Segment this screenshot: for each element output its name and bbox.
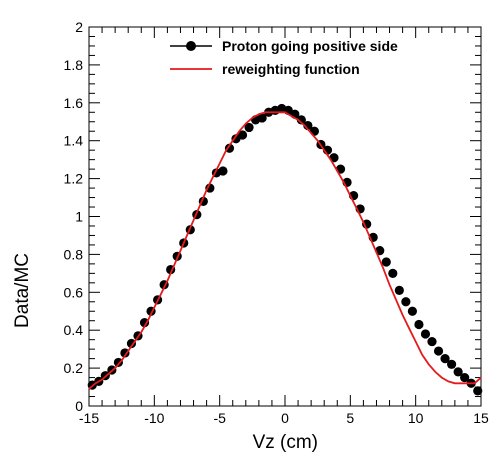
x-tick-label: 15 bbox=[473, 410, 489, 426]
data-point bbox=[205, 183, 215, 193]
data-point bbox=[218, 166, 228, 176]
data-point bbox=[473, 386, 483, 396]
x-tick-labels: -15 -10 -5 0 5 10 15 bbox=[79, 410, 489, 426]
data-point bbox=[126, 338, 137, 349]
data-point bbox=[420, 329, 431, 339]
y-tick-label: 1.2 bbox=[64, 171, 84, 187]
y-tick-label: 2 bbox=[75, 19, 83, 35]
axis-ticks bbox=[88, 26, 482, 407]
data-point bbox=[433, 346, 444, 356]
x-tick-label: 5 bbox=[346, 410, 354, 426]
data-point bbox=[440, 354, 450, 364]
x-tick-label: -5 bbox=[213, 410, 226, 426]
data-point bbox=[453, 367, 463, 377]
y-tick-label: 1.6 bbox=[64, 95, 84, 111]
data-point bbox=[113, 357, 123, 368]
y-tick-label: 1 bbox=[75, 209, 83, 225]
x-axis-label: Vz (cm) bbox=[253, 432, 318, 453]
data-point bbox=[407, 306, 417, 316]
y-tick-label: 0.8 bbox=[64, 246, 84, 262]
data-point bbox=[296, 115, 306, 125]
data-point bbox=[120, 348, 130, 358]
y-tick-label: 0.6 bbox=[64, 284, 84, 300]
data-point bbox=[257, 113, 267, 123]
data-point bbox=[388, 268, 398, 278]
data-point bbox=[414, 319, 424, 330]
data-point bbox=[237, 130, 248, 140]
data-point bbox=[139, 318, 150, 328]
data-point bbox=[381, 257, 391, 267]
x-tick-label: 0 bbox=[281, 410, 289, 426]
data-point bbox=[224, 143, 235, 153]
y-tick-label: 0.4 bbox=[64, 322, 84, 338]
series-layer bbox=[87, 103, 483, 396]
data-point bbox=[244, 122, 254, 133]
legend: Proton going positive side reweighting f… bbox=[170, 38, 398, 77]
data-point bbox=[460, 372, 470, 383]
y-tick-label: 1.4 bbox=[64, 133, 84, 149]
data-point bbox=[447, 359, 457, 369]
x-tick-label: 10 bbox=[408, 410, 424, 426]
y-tick-label: 1.8 bbox=[64, 57, 84, 73]
legend-label-reweighting: reweighting function bbox=[222, 61, 360, 77]
legend-marker-proton bbox=[186, 41, 196, 51]
x-tick-label: -10 bbox=[144, 410, 164, 426]
legend-label-proton: Proton going positive side bbox=[222, 38, 398, 54]
y-tick-labels: 0 0.2 0.4 0.6 0.8 1 1.2 1.4 1.6 1.8 2 bbox=[64, 19, 84, 414]
data-point bbox=[427, 336, 437, 347]
data-point bbox=[394, 285, 404, 296]
x-tick-label: -15 bbox=[79, 410, 99, 426]
y-axis-label: Data/MC bbox=[12, 253, 33, 328]
y-tick-label: 0.2 bbox=[64, 360, 84, 376]
reweighting-function-line bbox=[88, 111, 482, 390]
y-tick-label: 0 bbox=[75, 398, 83, 414]
data-point bbox=[401, 297, 411, 307]
